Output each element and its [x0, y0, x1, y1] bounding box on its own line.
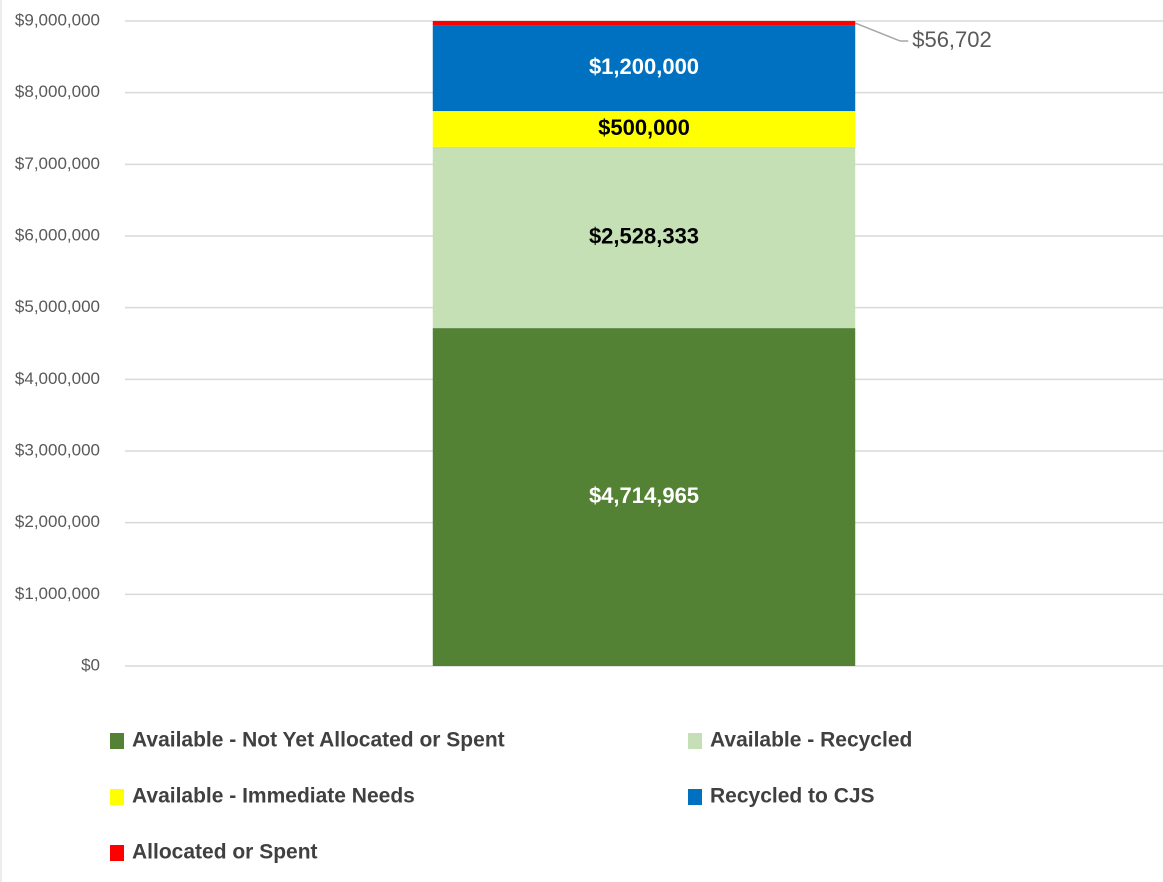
legend-label: Available - Not Yet Allocated or Spent: [132, 729, 505, 752]
y-tick-label: $8,000,000: [15, 82, 100, 101]
y-tick-label: $5,000,000: [15, 297, 100, 316]
y-tick-label: $9,000,000: [15, 10, 100, 29]
value-label: $56,702: [912, 27, 992, 52]
y-tick-label: $0: [81, 655, 100, 674]
y-tick-label: $4,000,000: [15, 369, 100, 388]
legend-label: Recycled to CJS: [710, 785, 875, 808]
legend-swatch: [110, 733, 124, 749]
legend-swatch: [110, 845, 124, 861]
legend-swatch: [688, 733, 702, 749]
y-tick-label: $6,000,000: [15, 225, 100, 244]
bar-segment: [432, 111, 856, 147]
bar-segment: [432, 146, 856, 329]
value-label: $1,200,000: [589, 54, 699, 79]
bar-segment: [432, 328, 856, 666]
y-tick-label: $1,000,000: [15, 584, 100, 603]
legend-swatch: [110, 789, 124, 805]
value-label: $4,714,965: [589, 483, 699, 508]
legend-label: Allocated or Spent: [132, 841, 318, 864]
value-label: $500,000: [598, 115, 690, 140]
bar-segment: [432, 21, 856, 26]
value-label: $2,528,333: [589, 223, 699, 248]
bar-segment: [432, 25, 856, 112]
y-tick-label: $7,000,000: [15, 154, 100, 173]
leader-line: [854, 22, 909, 42]
y-tick-label: $3,000,000: [15, 440, 100, 459]
legend-label: Available - Recycled: [710, 729, 912, 752]
legend-label: Available - Immediate Needs: [132, 785, 415, 808]
y-tick-label: $2,000,000: [15, 512, 100, 531]
legend-swatch: [688, 789, 702, 805]
